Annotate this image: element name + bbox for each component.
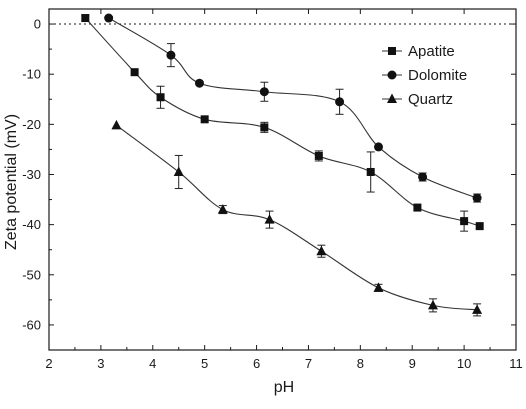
apatite-data-point: [475, 222, 484, 231]
y-tick-label: -30: [22, 167, 41, 182]
quartz-data-point: [472, 304, 483, 314]
x-tick-label: 9: [409, 356, 416, 371]
apatite-data-point: [366, 167, 375, 176]
legend-marker-apatite: [388, 47, 396, 55]
errorbars-layer: [81, 14, 482, 317]
quartz-curve: [116, 124, 478, 311]
quartz-data-point: [427, 299, 438, 310]
y-tick-label: -50: [22, 267, 41, 282]
markers-layer: [81, 13, 484, 314]
legend-label-dolomite: Dolomite: [408, 67, 467, 84]
y-tick-label: -40: [22, 217, 41, 232]
y-tick-label: -60: [22, 317, 41, 332]
quartz-data-point: [111, 119, 122, 130]
apatite-data-point: [413, 203, 422, 212]
y-tick-label: 0: [34, 17, 41, 32]
quartz-data-point: [173, 166, 184, 176]
dolomite-data-point: [373, 142, 383, 152]
x-tick-label: 5: [201, 356, 208, 371]
apatite-data-point: [81, 14, 90, 23]
dolomite-data-point: [335, 97, 345, 107]
apatite-data-point: [200, 115, 209, 124]
apatite-data-point: [460, 217, 469, 226]
apatite-data-point: [314, 151, 323, 160]
x-tick-label: 7: [305, 356, 312, 371]
apatite-data-point: [156, 93, 165, 102]
legend-label-apatite: Apatite: [408, 43, 455, 60]
x-tick-label: 4: [149, 356, 156, 371]
quartz-data-point: [264, 214, 275, 224]
legend-marker-dolomite: [387, 70, 397, 80]
dolomite-data-point: [194, 78, 204, 88]
x-tick-label: 10: [457, 356, 471, 371]
apatite-data-point: [130, 68, 139, 77]
x-axis-title: pH: [274, 379, 294, 396]
apatite-data-point: [260, 123, 269, 132]
x-tick-label: 2: [45, 356, 52, 371]
x-tick-label: 11: [509, 356, 523, 371]
axes-layer: 2 3 4 5 6 7 8 9 10 11 0 -10 -20 -30 -40 -50 -60: [22, 8, 523, 371]
y-tick-label: -20: [22, 117, 41, 132]
quartz-data-point: [217, 204, 228, 214]
dolomite-data-point: [104, 13, 114, 23]
curves-layer: [84, 17, 480, 311]
quartz-data-point: [373, 282, 384, 292]
y-axis-title: Zeta potential (mV): [3, 114, 20, 250]
legend-label-quartz: Quartz: [408, 91, 453, 108]
dolomite-data-point: [259, 87, 269, 97]
apatite-curve: [84, 17, 480, 227]
y-tick-label: -10: [22, 67, 41, 82]
legend: Apatite Dolomite Quartz: [382, 43, 467, 108]
dolomite-data-point: [418, 172, 428, 182]
dolomite-data-point: [472, 193, 482, 203]
dolomite-data-point: [166, 50, 176, 60]
plot-frame: [48, 8, 517, 351]
legend-marker-quartz: [387, 93, 397, 103]
x-tick-label: 8: [357, 356, 364, 371]
quartz-data-point: [316, 245, 327, 256]
x-tick-label: 6: [253, 356, 260, 371]
x-tick-label: 3: [97, 356, 104, 371]
